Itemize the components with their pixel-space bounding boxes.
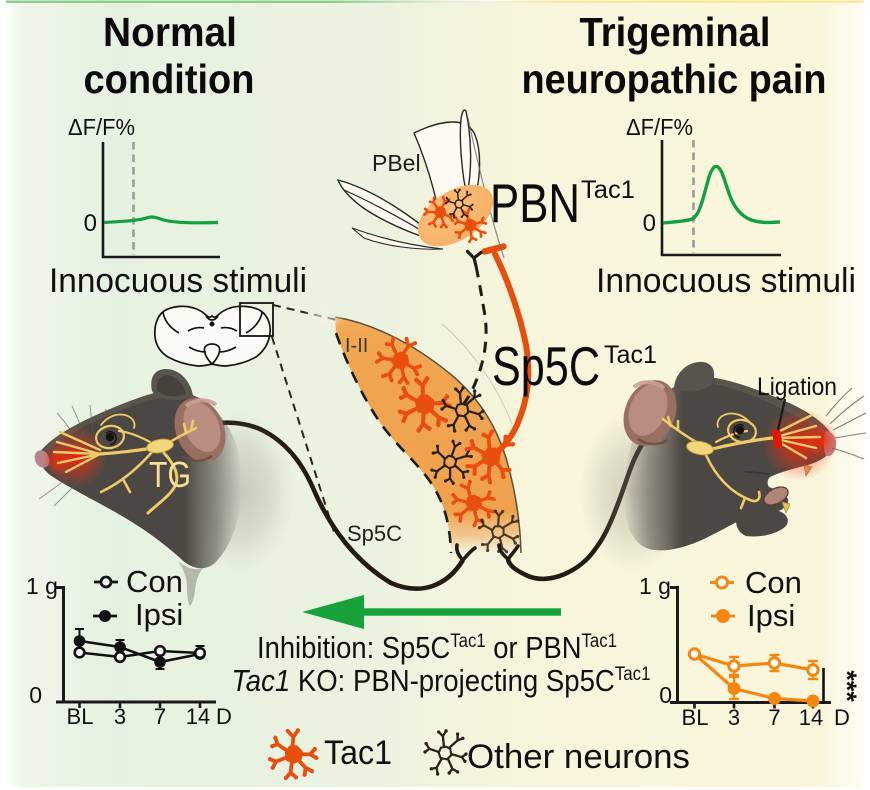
svg-text:Ligation: Ligation [757, 373, 837, 401]
svg-text:Ipsi: Ipsi [135, 597, 183, 632]
svg-text:condition: condition [84, 56, 255, 102]
svg-text:Tac1 KO: PBN-projecting Sp5CTa: Tac1 KO: PBN-projecting Sp5CTac1 [232, 663, 651, 698]
svg-text:Ipsi: Ipsi [747, 598, 795, 633]
svg-text:Sp5C: Sp5C [347, 521, 402, 546]
svg-text:1 g: 1 g [26, 573, 58, 599]
svg-text:3: 3 [728, 705, 740, 730]
svg-text:1 g: 1 g [639, 573, 671, 599]
svg-text:Sp5C: Sp5C [492, 335, 600, 397]
svg-text:Tac1: Tac1 [324, 734, 392, 772]
svg-text:BL: BL [682, 705, 709, 730]
svg-text:D: D [216, 704, 232, 729]
svg-text:Inhibition: Sp5CTac1 or PBNTac: Inhibition: Sp5CTac1 or PBNTac1 [257, 630, 617, 665]
svg-text:Other neurons: Other neurons [467, 738, 690, 776]
svg-text:Tac1: Tac1 [581, 176, 635, 204]
svg-text:Tac1: Tac1 [604, 341, 657, 369]
svg-text:0: 0 [84, 210, 97, 237]
svg-text:Trigeminal: Trigeminal [580, 9, 771, 55]
svg-text:PBN: PBN [490, 172, 580, 234]
svg-text:***: *** [832, 670, 862, 702]
svg-text:PBel: PBel [372, 150, 421, 176]
svg-text:BL: BL [67, 704, 94, 729]
svg-text:0: 0 [659, 682, 672, 708]
svg-text:3: 3 [114, 704, 126, 729]
svg-text:0: 0 [643, 210, 656, 237]
svg-text:ΔF/F%: ΔF/F% [626, 114, 693, 140]
svg-text:D: D [834, 705, 850, 730]
svg-text:Normal: Normal [103, 9, 237, 55]
svg-text:neuropathic pain: neuropathic pain [522, 56, 827, 102]
svg-text:14: 14 [186, 704, 210, 729]
svg-text:7: 7 [768, 705, 780, 730]
svg-text:Con: Con [126, 564, 183, 599]
svg-text:7: 7 [154, 704, 166, 729]
svg-text:0: 0 [29, 682, 42, 708]
svg-text:Innocuous stimuli: Innocuous stimuli [596, 262, 856, 300]
svg-text:TG: TG [149, 454, 191, 495]
svg-text:14: 14 [799, 705, 823, 730]
svg-text:Innocuous stimuli: Innocuous stimuli [49, 262, 307, 300]
svg-text:Con: Con [745, 565, 802, 600]
svg-text:I-II: I-II [345, 335, 368, 357]
svg-text:ΔF/F%: ΔF/F% [68, 114, 135, 140]
